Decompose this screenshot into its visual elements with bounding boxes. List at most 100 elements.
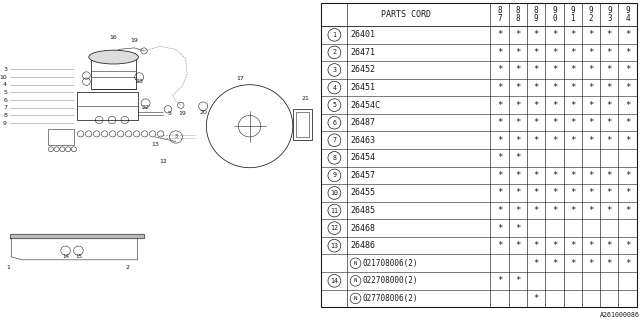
Text: *: * [570,136,575,145]
Bar [296,112,309,137]
Text: *: * [552,259,557,268]
Text: *: * [607,206,612,215]
Text: N: N [354,261,357,266]
Text: *: * [552,188,557,197]
Text: 9: 9 [3,121,7,126]
Text: *: * [588,206,594,215]
Text: *: * [570,66,575,75]
Text: *: * [497,224,502,233]
Text: *: * [607,118,612,127]
Text: *: * [515,276,520,285]
Text: 4: 4 [332,84,337,91]
Text: *: * [497,66,502,75]
Bar [92,57,136,89]
Text: *: * [515,153,520,162]
Text: 5: 5 [168,111,172,116]
Text: *: * [607,241,612,250]
Text: 8: 8 [332,155,337,161]
Text: *: * [534,83,539,92]
Text: 8
9: 8 9 [534,6,538,23]
Text: *: * [534,118,539,127]
Text: 9
4: 9 4 [625,6,630,23]
Text: 26463: 26463 [350,136,375,145]
Text: *: * [570,118,575,127]
Text: *: * [497,48,502,57]
Text: 16: 16 [109,35,118,40]
Text: *: * [625,136,630,145]
Text: *: * [497,241,502,250]
Text: *: * [497,100,502,110]
Text: 9
1: 9 1 [570,6,575,23]
Text: *: * [534,30,539,39]
Text: *: * [625,100,630,110]
Text: 10: 10 [330,190,339,196]
Text: *: * [625,66,630,75]
Text: 3: 3 [332,67,337,73]
Text: 5: 5 [3,90,7,95]
Text: *: * [497,83,502,92]
Bar [48,129,74,145]
Text: 26452: 26452 [350,66,375,75]
Text: *: * [625,206,630,215]
Bar [77,92,138,120]
Text: 14: 14 [62,254,69,259]
Text: 9
0: 9 0 [552,6,557,23]
Text: *: * [607,259,612,268]
Text: *: * [497,153,502,162]
Text: *: * [607,66,612,75]
Text: *: * [625,118,630,127]
Text: *: * [607,171,612,180]
Text: *: * [534,259,539,268]
Text: *: * [534,206,539,215]
Text: N: N [354,296,357,301]
Text: 21: 21 [301,96,310,101]
Text: *: * [588,30,594,39]
Text: *: * [534,294,539,303]
Text: 7: 7 [3,105,7,110]
Text: PARTS CORD: PARTS CORD [381,10,431,19]
Text: *: * [607,30,612,39]
Text: 23: 23 [135,79,143,84]
Text: *: * [515,83,520,92]
Text: 9: 9 [332,172,337,179]
Text: 22: 22 [141,105,150,110]
Text: *: * [588,48,594,57]
Text: 5: 5 [332,102,337,108]
Text: 12: 12 [159,159,167,164]
Text: 26401: 26401 [350,30,375,39]
Text: *: * [552,100,557,110]
Text: *: * [497,206,502,215]
Text: 20: 20 [199,110,207,115]
Text: *: * [588,100,594,110]
Text: *: * [515,188,520,197]
Text: 17: 17 [236,76,244,81]
Text: 26454: 26454 [350,153,375,162]
Text: 13: 13 [151,142,159,147]
Text: 4: 4 [3,82,7,87]
Text: 8
7: 8 7 [497,6,502,23]
Text: 6: 6 [3,98,7,103]
Text: 9
2: 9 2 [589,6,593,23]
Text: *: * [534,100,539,110]
Text: *: * [588,241,594,250]
Text: *: * [570,206,575,215]
Text: *: * [607,100,612,110]
Text: *: * [588,118,594,127]
Text: *: * [515,206,520,215]
Text: 26451: 26451 [350,83,375,92]
Text: *: * [570,171,575,180]
Text: *: * [534,171,539,180]
Text: *: * [515,241,520,250]
Text: *: * [570,30,575,39]
Ellipse shape [89,50,138,64]
Text: 14: 14 [330,278,339,284]
Text: 3: 3 [175,134,177,140]
Text: *: * [588,171,594,180]
Text: *: * [625,259,630,268]
Text: 26457: 26457 [350,171,375,180]
Text: *: * [497,118,502,127]
Text: 2: 2 [332,49,337,55]
Text: *: * [497,171,502,180]
Text: *: * [515,30,520,39]
Text: 26468: 26468 [350,224,375,233]
